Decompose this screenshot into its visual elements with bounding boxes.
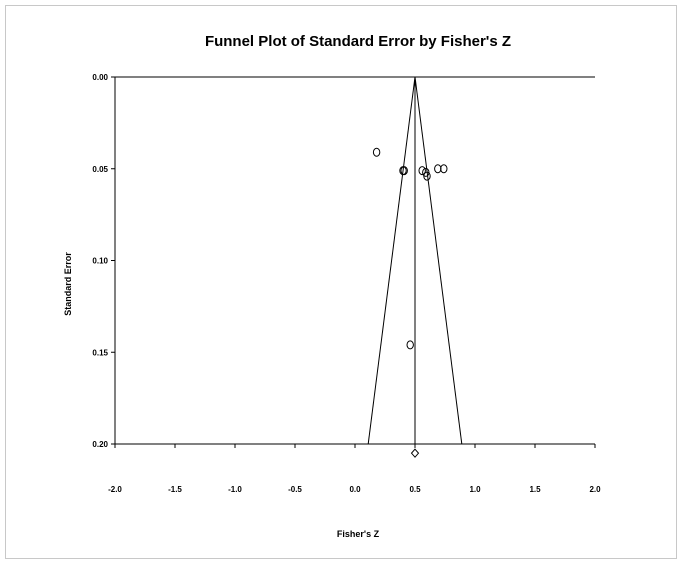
funnel-left-line (367, 76, 416, 445)
study-point (400, 166, 408, 176)
study-point (418, 166, 426, 176)
axes (114, 76, 595, 445)
summary-diamond (410, 448, 420, 458)
x-tick-label: 1.0 (469, 485, 481, 494)
study-point (423, 171, 431, 181)
chart-frame (5, 5, 677, 559)
study-point (434, 164, 442, 174)
x-tick-label: 2.0 (589, 485, 601, 494)
y-tick-label: 0.10 (92, 257, 108, 266)
x-tick-label: -2.0 (108, 485, 122, 494)
y-tick-label: 0.20 (92, 440, 108, 449)
summary-effect (410, 448, 420, 458)
x-tick-label: 0.0 (349, 485, 361, 494)
x-tick-label: -1.0 (228, 485, 242, 494)
funnel-lines (367, 76, 463, 445)
funnel-right-line (414, 76, 463, 445)
x-tick-label: 1.5 (529, 485, 541, 494)
x-axis-label: Fisher's Z (337, 529, 380, 539)
study-points (372, 147, 448, 350)
x-tick-label: 0.5 (409, 485, 421, 494)
study-point (372, 147, 381, 157)
x-axis-ticks: -2.0 -1.5 -1.0 -0.5 0.0 0.5 1.0 1.5 2.0 (108, 444, 601, 494)
y-tick-label: 0.05 (92, 165, 108, 174)
study-point (440, 164, 448, 174)
chart-title: Funnel Plot of Standard Error by Fisher'… (205, 33, 511, 50)
y-tick-label: 0.00 (92, 73, 108, 82)
x-tick-label: -0.5 (288, 485, 302, 494)
y-tick-label: 0.15 (92, 348, 108, 357)
y-axis-ticks: 0.00 0.05 0.10 0.15 0.20 (92, 73, 115, 449)
study-point (406, 340, 414, 350)
y-axis-label: Standard Error (63, 252, 73, 316)
x-tick-label: -1.5 (168, 485, 182, 494)
